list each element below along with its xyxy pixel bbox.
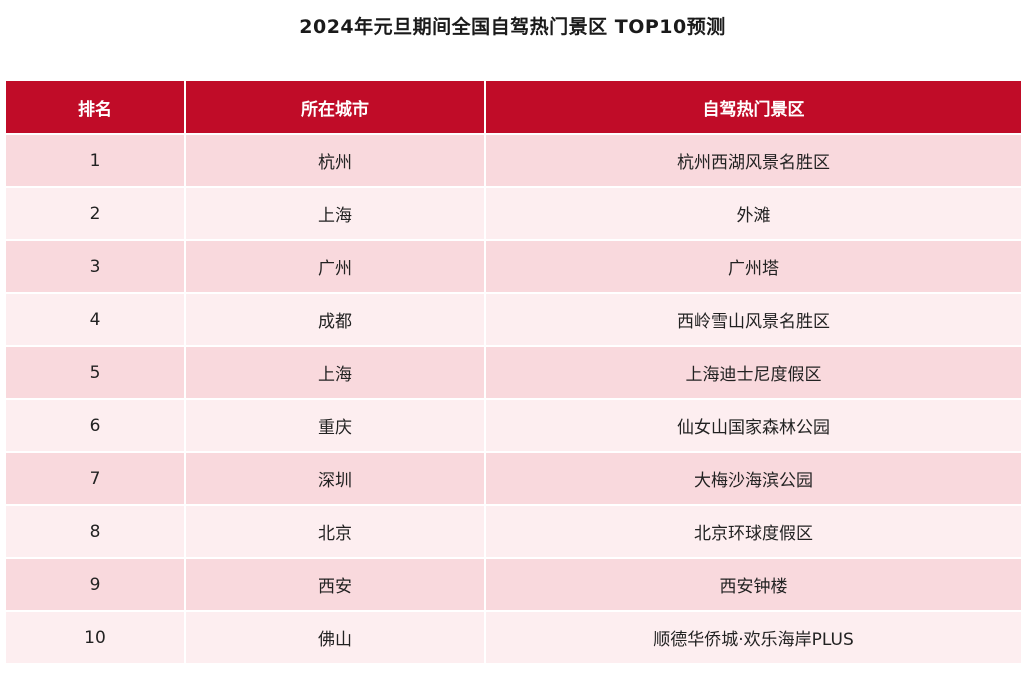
table-row: 10 佛山 顺德华侨城·欢乐海岸PLUS: [6, 610, 1021, 663]
rank-cell: 5: [6, 345, 186, 399]
rank-cell: 1: [6, 133, 186, 187]
city-cell: 杭州: [185, 133, 486, 187]
table-row: 2 上海 外滩: [6, 186, 1021, 240]
chart-title: 2024年元旦期间全国自驾热门景区 TOP10预测: [299, 16, 726, 38]
header-row: 排名 所在城市 自驾热门景区: [6, 81, 1021, 134]
city-cell: 上海: [185, 345, 486, 399]
spot-cell: 仙女山国家森林公园: [485, 398, 1021, 452]
rank-cell: 9: [6, 557, 186, 611]
header-spot: 自驾热门景区: [485, 81, 1021, 134]
table-row: 3 广州 广州塔: [6, 239, 1021, 293]
city-cell: 北京: [185, 504, 486, 558]
rank-cell: 10: [6, 610, 186, 663]
rank-cell: 6: [6, 398, 186, 452]
rank-cell: 7: [6, 451, 186, 505]
table-row: 9 西安 西安钟楼: [6, 557, 1021, 611]
city-cell: 深圳: [185, 451, 486, 505]
rank-cell: 3: [6, 239, 186, 293]
spot-cell: 外滩: [485, 186, 1021, 240]
city-cell: 上海: [185, 186, 486, 240]
spot-cell: 广州塔: [485, 239, 1021, 293]
table-row: 1 杭州 杭州西湖风景名胜区: [6, 133, 1021, 187]
rank-cell: 4: [6, 292, 186, 346]
spot-cell: 上海迪士尼度假区: [485, 345, 1021, 399]
rank-cell: 8: [6, 504, 186, 558]
table-row: 7 深圳 大梅沙海滨公园: [6, 451, 1021, 505]
header-city: 所在城市: [185, 81, 486, 134]
spot-cell: 大梅沙海滨公园: [485, 451, 1021, 505]
spot-cell: 西岭雪山风景名胜区: [485, 292, 1021, 346]
table-row: 8 北京 北京环球度假区: [6, 504, 1021, 558]
spot-cell: 杭州西湖风景名胜区: [485, 133, 1021, 187]
city-cell: 重庆: [185, 398, 486, 452]
spot-cell: 西安钟楼: [485, 557, 1021, 611]
city-cell: 广州: [185, 239, 486, 293]
table-row: 4 成都 西岭雪山风景名胜区: [6, 292, 1021, 346]
table-row: 6 重庆 仙女山国家森林公园: [6, 398, 1021, 452]
city-cell: 成都: [185, 292, 486, 346]
spot-cell: 北京环球度假区: [485, 504, 1021, 558]
city-cell: 佛山: [185, 610, 486, 663]
table-row: 5 上海 上海迪士尼度假区: [6, 345, 1021, 399]
city-cell: 西安: [185, 557, 486, 611]
spot-cell: 顺德华侨城·欢乐海岸PLUS: [485, 610, 1021, 663]
header-rank: 排名: [6, 81, 186, 134]
rank-cell: 2: [6, 186, 186, 240]
ranking-table: 排名 所在城市 自驾热门景区 1 杭州 杭州西湖风景名胜区 2 上海 外滩 3 …: [6, 81, 1021, 663]
